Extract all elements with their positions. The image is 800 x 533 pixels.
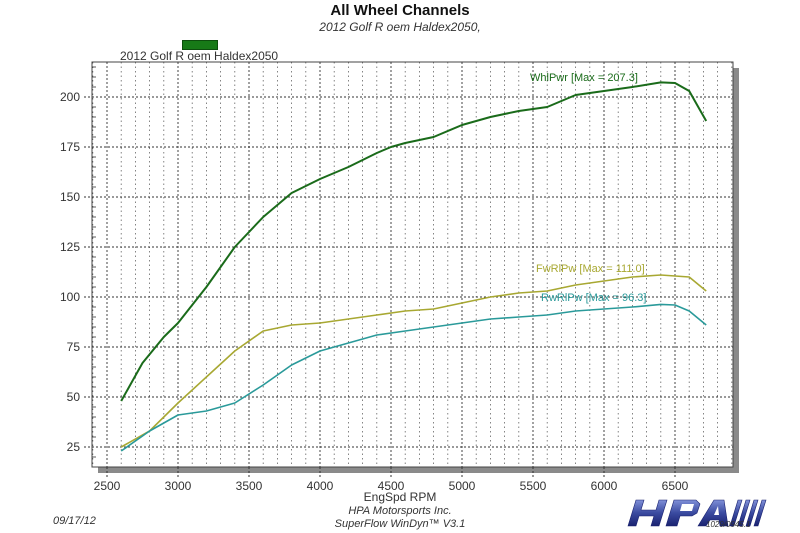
report-date: 09/17/12 <box>53 515 96 527</box>
chart-title: All Wheel Channels <box>330 2 470 19</box>
svg-text:50: 50 <box>67 390 81 404</box>
svg-text:75: 75 <box>67 340 81 354</box>
x-axis-label: EngSpd RPM <box>363 490 437 504</box>
svg-text:100: 100 <box>60 290 80 304</box>
legend-label: 2012 Golf R oem Haldex2050 <box>120 49 279 63</box>
hpa-logo-icon <box>627 499 767 527</box>
chart-subtitle: 2012 Golf R oem Haldex2050, <box>319 20 481 34</box>
svg-text:200: 200 <box>60 90 80 104</box>
svg-text:175: 175 <box>60 140 80 154</box>
svg-text:4500: 4500 <box>378 479 405 493</box>
svg-text:4000: 4000 <box>307 479 334 493</box>
svg-text:25: 25 <box>67 440 81 454</box>
svg-text:6000: 6000 <box>591 479 618 493</box>
svg-text:5500: 5500 <box>520 479 547 493</box>
svg-text:150: 150 <box>60 190 80 204</box>
series-fwrlpw <box>120 274 707 448</box>
company-name: HPA Motorsports Inc. <box>348 505 452 517</box>
legend-swatch <box>182 40 218 50</box>
software-name: SuperFlow WinDyn™ V3.1 <box>334 518 466 530</box>
series-whlpwr <box>120 81 708 402</box>
series-label-fwrlpw: FwRlPw [Max = 111.0] <box>536 263 645 275</box>
svg-text:3500: 3500 <box>236 479 263 493</box>
svg-text:5000: 5000 <box>449 479 476 493</box>
svg-text:6500: 6500 <box>662 479 689 493</box>
svg-text:3000: 3000 <box>165 479 192 493</box>
series-rwrlpw <box>120 303 707 452</box>
series-label-whlpwr: WhlPwr [Max = 207.3] <box>530 72 638 84</box>
logo-code: 1029/0945.1 <box>706 520 751 529</box>
series-label-rwrlpw: RwRlPw [Max = 96.3] <box>541 292 646 304</box>
svg-text:2500: 2500 <box>94 479 121 493</box>
svg-text:125: 125 <box>60 240 80 254</box>
